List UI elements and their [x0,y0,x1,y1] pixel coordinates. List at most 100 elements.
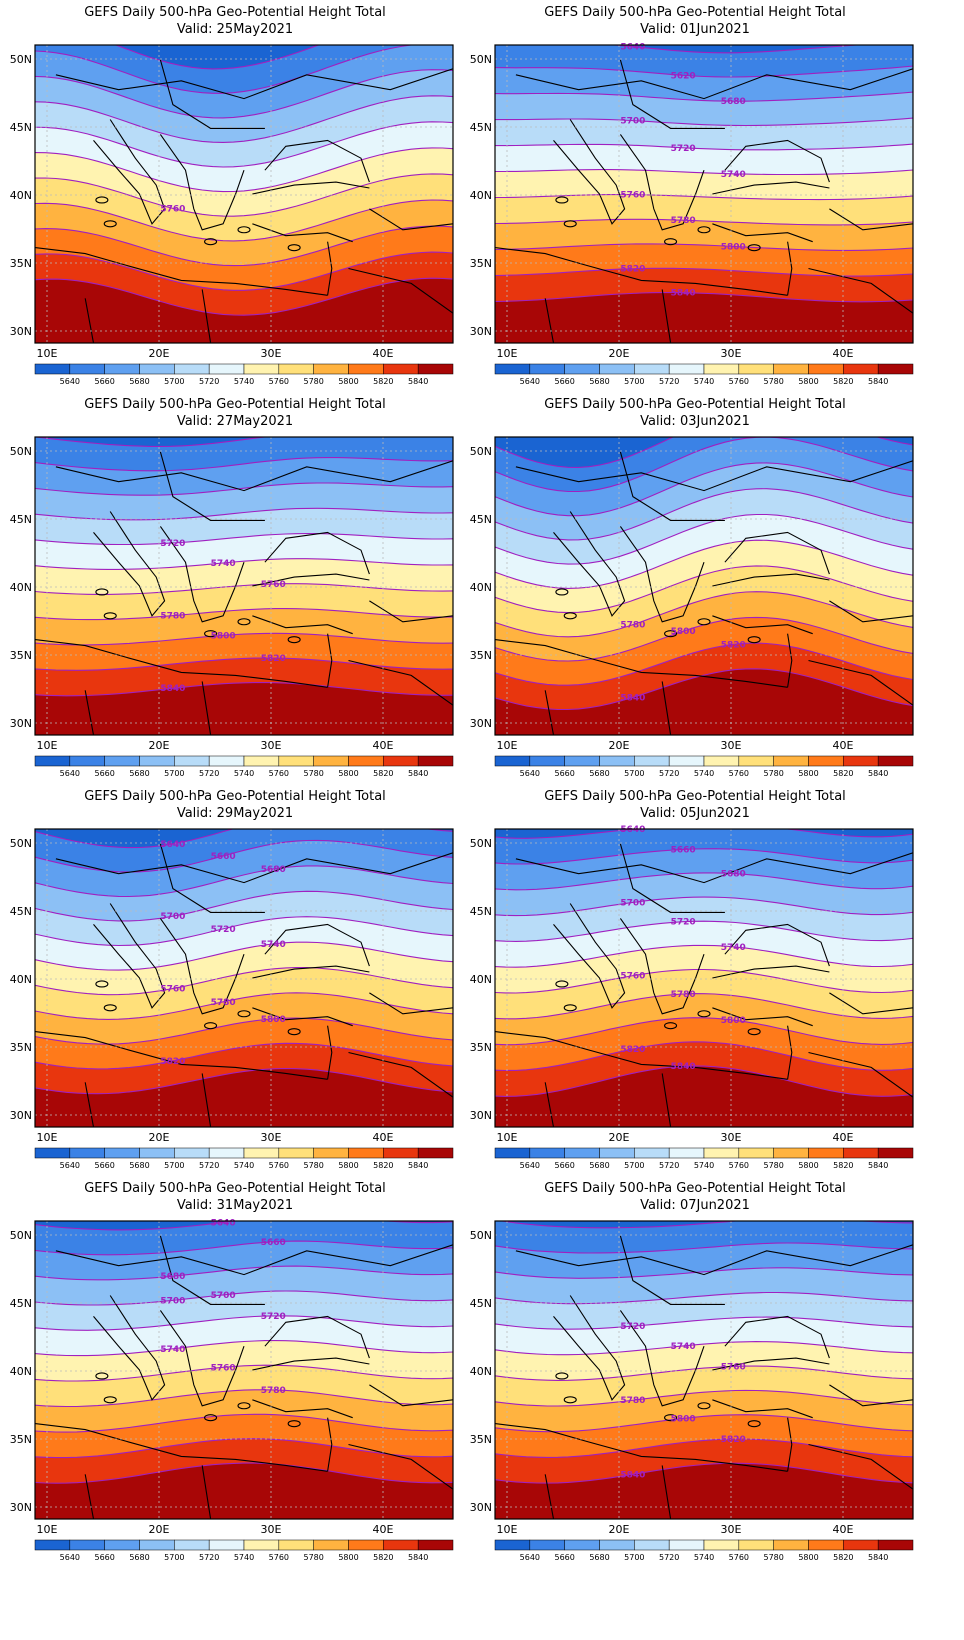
contour-label: 5840 [620,1470,645,1480]
colorbar-label: 5700 [164,769,184,778]
island-outline [697,226,711,234]
island-outline [664,630,678,638]
coastline-path [35,1423,328,1472]
colorbar-swatch [208,1539,245,1551]
coastline-path [159,918,245,1015]
coastline-path [619,134,705,231]
coastline-path [829,1384,913,1407]
island-outline [287,1420,301,1428]
colorbar-label: 5800 [798,769,818,778]
colorbar-swatch [139,1539,175,1551]
colorbar-swatch [494,1147,531,1159]
lat-tick-label: 50N [470,445,492,458]
colorbar-swatch [208,363,245,375]
panel-title: GEFS Daily 500-hPa Geo-Potential Height … [84,1181,386,1196]
coastline-path [252,573,370,587]
colorbar: 5640 5660 5680 5700 5720 5740 5760 5780 5800 5820… [34,363,454,386]
coastline-path [201,1073,212,1127]
coastline-path [35,1031,328,1080]
colorbar: 5640 5660 5680 5700 5720 5740 5760 5780 5800 5820… [494,755,914,778]
lat-tick-label: 30N [470,1501,492,1514]
lon-tick-label: 10E [497,1131,518,1144]
colorbar-label: 5760 [269,377,289,386]
filled-contours [35,829,453,1127]
colorbar-label: 5660 [554,377,574,386]
colorbar-swatch [278,1147,314,1159]
coastline-path [712,1007,813,1027]
colorbar-swatch [703,363,740,375]
lat-tick-label: 50N [10,445,32,458]
colorbar-label: 5680 [589,377,609,386]
colorbar-label: 5680 [129,769,149,778]
filled-contours [495,437,913,735]
coastline-path [201,1465,212,1519]
lon-tick-label: 40E [373,1131,394,1144]
contour-label: 5800 [261,1015,286,1025]
colorbar-label: 5820 [373,1161,393,1170]
contour-line [495,872,913,891]
contour-label: 5620 [671,71,696,81]
contour-label: 5680 [721,870,746,880]
contour-line [498,1221,913,1229]
lon-tick-label: 30E [721,347,742,360]
colorbar-label: 5760 [269,769,289,778]
contour-label: 5760 [721,1362,746,1372]
coastlines [35,843,453,1127]
coastline-path [55,1244,453,1276]
colorbar-label: 5640 [60,377,80,386]
colorbar-label: 5780 [303,1553,323,1562]
lat-tick-label: 40N [10,973,32,986]
colorbar-swatch [738,363,774,375]
colorbar-swatch [313,755,349,767]
contour-label: 5660 [671,845,696,855]
island-outline [563,612,577,620]
contour-label: 5780 [671,990,696,1000]
contour-line [35,277,453,316]
coastline-path [495,1423,788,1472]
lat-tick-label: 40N [470,973,492,986]
contour-line [114,45,321,70]
island-outline [747,244,761,252]
contour-line [35,457,453,472]
colorbar-swatch [34,363,71,375]
colorbar-swatch [69,1539,105,1551]
contour-label: 5740 [721,943,746,953]
colorbar-label: 5660 [94,769,114,778]
colorbar-swatch [634,363,670,375]
lat-tick-label: 50N [10,1229,32,1242]
contour-label: 5720 [211,925,236,935]
colorbar-label: 5800 [338,377,358,386]
lat-tick-label: 50N [470,53,492,66]
contour-line [35,941,453,971]
lat-tick-label: 50N [470,837,492,850]
contour-line [35,507,453,521]
contour-label: 5760 [620,972,645,982]
coastline-path [495,247,788,296]
filled-contours [35,437,453,735]
coastline-path [808,1051,913,1098]
contour-label: 5640 [160,840,185,850]
lon-tick-label: 40E [833,739,854,752]
colorbar-swatch [69,1147,105,1159]
coastline-path [712,1399,813,1419]
contour-line [495,117,913,127]
contour-label: 5780 [620,621,645,631]
lat-tick-label: 40N [470,1365,492,1378]
colorbar-label: 5780 [763,1553,783,1562]
lon-tick-label: 20E [149,739,170,752]
island-outline [747,636,761,644]
colorbar-swatch [877,1539,914,1551]
coastlines [495,1235,913,1519]
coastline-path [619,59,725,129]
panel-title: GEFS Daily 500-hPa Geo-Potential Height … [84,397,386,412]
island-outline [555,588,569,596]
lon-tick-label: 20E [609,739,630,752]
panel-title: GEFS Daily 500-hPa Geo-Potential Height … [544,397,846,412]
island-outline [697,1402,711,1410]
colorbar-label: 5660 [94,377,114,386]
contour-label: 5740 [261,940,286,950]
contour-label: 5800 [721,242,746,252]
colorbar-label: 5720 [659,1161,679,1170]
colorbar-swatch [278,755,314,767]
coastline-path [661,289,672,343]
